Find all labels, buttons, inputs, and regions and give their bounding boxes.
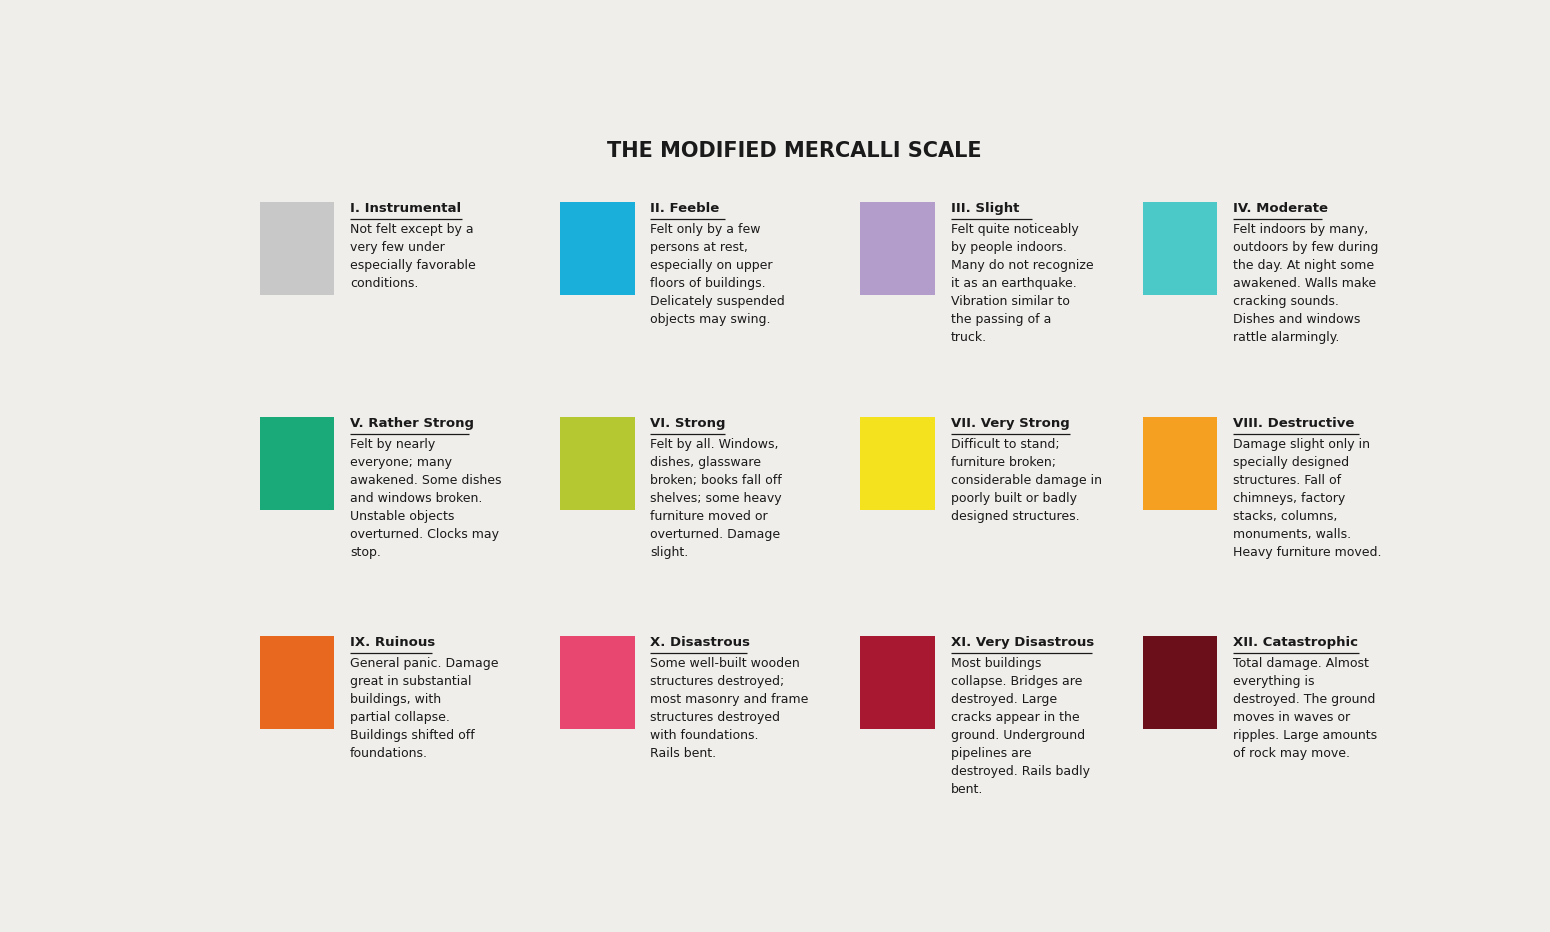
Text: Felt quite noticeably
by people indoors.
Many do not recognize
it as an earthqua: Felt quite noticeably by people indoors.… — [950, 223, 1093, 344]
Text: IV. Moderate: IV. Moderate — [1232, 201, 1328, 214]
Bar — [560, 201, 634, 295]
Text: Not felt except by a
very few under
especially favorable
conditions.: Not felt except by a very few under espe… — [350, 223, 476, 290]
Text: Damage slight only in
specially designed
structures. Fall of
chimneys, factory
s: Damage slight only in specially designed… — [1232, 438, 1381, 559]
Text: General panic. Damage
great in substantial
buildings, with
partial collapse.
Bui: General panic. Damage great in substanti… — [350, 657, 499, 761]
Bar — [560, 417, 634, 510]
Bar — [860, 201, 935, 295]
Text: Felt indoors by many,
outdoors by few during
the day. At night some
awakened. Wa: Felt indoors by many, outdoors by few du… — [1232, 223, 1378, 344]
Text: Felt by nearly
everyone; many
awakened. Some dishes
and windows broken.
Unstable: Felt by nearly everyone; many awakened. … — [350, 438, 501, 559]
Text: VIII. Destructive: VIII. Destructive — [1232, 417, 1355, 430]
Text: X. Disastrous: X. Disastrous — [651, 636, 750, 649]
Text: Felt only by a few
persons at rest,
especially on upper
floors of buildings.
Del: Felt only by a few persons at rest, espe… — [651, 223, 784, 326]
Text: IX. Ruinous: IX. Ruinous — [350, 636, 436, 649]
Text: Most buildings
collapse. Bridges are
destroyed. Large
cracks appear in the
groun: Most buildings collapse. Bridges are des… — [950, 657, 1090, 796]
Bar — [560, 636, 634, 729]
Bar — [260, 636, 335, 729]
Bar — [1142, 417, 1217, 510]
Bar — [860, 636, 935, 729]
Text: Felt by all. Windows,
dishes, glassware
broken; books fall off
shelves; some hea: Felt by all. Windows, dishes, glassware … — [651, 438, 783, 559]
Text: VI. Strong: VI. Strong — [651, 417, 725, 430]
Bar — [260, 201, 335, 295]
Bar — [1142, 636, 1217, 729]
Text: III. Slight: III. Slight — [950, 201, 1018, 214]
Text: V. Rather Strong: V. Rather Strong — [350, 417, 474, 430]
Text: Difficult to stand;
furniture broken;
considerable damage in
poorly built or bad: Difficult to stand; furniture broken; co… — [950, 438, 1102, 524]
Bar — [1142, 201, 1217, 295]
Text: THE MODIFIED MERCALLI SCALE: THE MODIFIED MERCALLI SCALE — [608, 141, 981, 160]
Text: Total damage. Almost
everything is
destroyed. The ground
moves in waves or
rippl: Total damage. Almost everything is destr… — [1232, 657, 1376, 761]
Text: I. Instrumental: I. Instrumental — [350, 201, 460, 214]
Text: VII. Very Strong: VII. Very Strong — [950, 417, 1070, 430]
Text: Some well-built wooden
structures destroyed;
most masonry and frame
structures d: Some well-built wooden structures destro… — [651, 657, 809, 761]
Text: XI. Very Disastrous: XI. Very Disastrous — [950, 636, 1094, 649]
Text: II. Feeble: II. Feeble — [651, 201, 719, 214]
Bar — [860, 417, 935, 510]
Text: XII. Catastrophic: XII. Catastrophic — [1232, 636, 1358, 649]
Bar — [260, 417, 335, 510]
